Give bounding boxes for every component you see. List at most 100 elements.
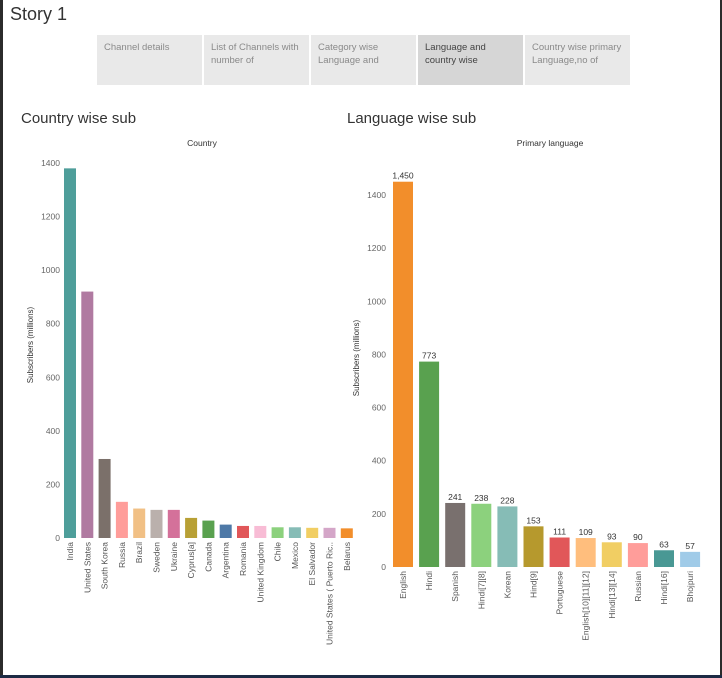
language-y-tick-label: 600 (372, 403, 386, 413)
language-bar-9 (627, 543, 648, 567)
frame-left-edge (0, 0, 3, 678)
language-y-axis-label: Subscribers (millions) (352, 319, 361, 396)
language-category-label: Korean (502, 571, 512, 599)
country-category-label: South Korea (100, 542, 110, 590)
language-bar-3 (471, 503, 492, 567)
story-tabs: Channel details List of Channels with nu… (97, 35, 630, 85)
country-category-label: Canada (203, 542, 213, 572)
country-y-tick-label: 1000 (41, 265, 60, 275)
country-bar-11 (254, 525, 267, 538)
country-bar-0 (64, 168, 76, 538)
country-y-axis-label: Subscribers (millions) (26, 306, 35, 383)
language-y-tick-label: 1400 (367, 190, 386, 200)
language-data-label: 111 (553, 527, 566, 537)
country-bar-4 (133, 508, 146, 538)
language-data-label: 63 (659, 539, 669, 549)
country-bar-1 (81, 291, 94, 538)
language-y-tick-label: 1000 (367, 296, 386, 306)
tab-channel-details[interactable]: Channel details (97, 35, 202, 85)
country-bar-5 (150, 509, 163, 538)
language-category-label: Bhojpuri (685, 571, 695, 602)
country-category-label: Cyprus[a] (186, 542, 196, 578)
language-bar-2 (445, 502, 466, 567)
language-bar-1 (419, 361, 440, 567)
language-category-label: Portuguese (555, 571, 565, 615)
tab-list-of-channels[interactable]: List of Channels with number of Subscrib… (204, 35, 309, 85)
language-data-label: 57 (685, 541, 695, 551)
country-bar-8 (202, 520, 215, 538)
country-bar-3 (115, 501, 128, 538)
country-category-label: India (65, 542, 75, 561)
tab-label: Channel details (104, 42, 170, 53)
language-category-label: Hindi (424, 571, 434, 590)
country-y-tick-label: 600 (46, 372, 60, 382)
tab-label: List of Channels with number of Subscrib… (211, 42, 299, 66)
country-y-tick-label: 200 (46, 479, 60, 489)
frame-right-edge (720, 0, 722, 678)
country-bar-15 (323, 527, 336, 538)
language-bar-11 (680, 551, 701, 567)
tab-label: Category wise Language and countr.. (318, 42, 379, 66)
language-chart-header: Primary language (517, 138, 584, 148)
tab-language-country-subscribers[interactable]: Language and country wise Subscribers (418, 35, 523, 85)
language-category-label: Spanish (450, 571, 460, 602)
country-category-label: United States ( Puerto Ric.. (325, 542, 335, 645)
country-bar-6 (167, 509, 180, 538)
country-category-label: United States (82, 542, 92, 593)
country-bar-13 (288, 527, 301, 538)
language-data-label: 773 (422, 351, 436, 361)
country-bar-10 (237, 525, 249, 538)
country-category-label: United Kingdom (255, 542, 265, 602)
country-bar-7 (185, 517, 198, 538)
language-category-label: Hind[9] (529, 571, 539, 598)
language-bar-10 (654, 550, 674, 567)
country-bar-14 (306, 527, 319, 538)
language-y-tick-label: 800 (372, 349, 386, 359)
country-sheet-title: Country wise sub (21, 110, 137, 127)
language-data-label: 109 (579, 527, 593, 537)
language-bar-7 (575, 538, 596, 567)
country-y-tick-label: 0 (55, 533, 60, 543)
language-y-tick-label: 0 (381, 562, 386, 572)
language-bar-4 (497, 506, 518, 567)
country-y-tick-label: 1200 (41, 212, 60, 222)
frame-bottom-edge (0, 675, 722, 678)
country-y-tick-label: 400 (46, 426, 60, 436)
country-bar-12 (271, 527, 284, 538)
language-data-label: 153 (526, 515, 540, 525)
country-bar-16 (340, 528, 353, 538)
country-category-label: Sweden (152, 542, 162, 573)
language-data-label: 1,450 (392, 171, 414, 181)
country-category-label: Brazil (134, 542, 144, 563)
language-bar-5 (523, 526, 544, 567)
tab-category-wise[interactable]: Category wise Language and countr.. (311, 35, 416, 85)
tab-label: Country wise primary Language,no of subs… (532, 42, 622, 66)
country-category-label: Romania (238, 542, 248, 576)
tab-country-wise-primary-language[interactable]: Country wise primary Language,no of subs… (525, 35, 630, 85)
country-category-label: Ukraine (169, 542, 179, 572)
language-category-label: Hindi[16] (659, 571, 669, 605)
country-y-tick-label: 1400 (41, 158, 60, 168)
tab-label: Language and country wise Subscribers (425, 42, 486, 66)
language-y-tick-label: 200 (372, 509, 386, 519)
language-data-label: 238 (474, 493, 488, 503)
story-title: Story 1 (10, 4, 68, 24)
country-category-label: Russia (117, 542, 127, 568)
country-category-label: El Salvador (307, 542, 317, 586)
language-category-label: English (398, 571, 408, 599)
language-y-tick-label: 1200 (367, 243, 386, 253)
language-bar-6 (549, 537, 570, 567)
country-bar-2 (98, 458, 111, 538)
language-sheet-title: Language wise sub (347, 110, 477, 127)
language-data-label: 93 (607, 531, 617, 541)
language-category-label: Hindi[7][8] (476, 571, 486, 609)
language-category-label: English[10][11][12] (581, 571, 591, 641)
country-category-label: Argentina (221, 542, 231, 579)
country-category-label: Mexico (290, 542, 300, 569)
language-category-label: Russian (633, 571, 643, 602)
language-y-tick-label: 400 (372, 456, 386, 466)
language-data-label: 228 (500, 495, 514, 505)
country-chart-header: Country (187, 138, 218, 148)
language-bar-0 (393, 181, 413, 567)
